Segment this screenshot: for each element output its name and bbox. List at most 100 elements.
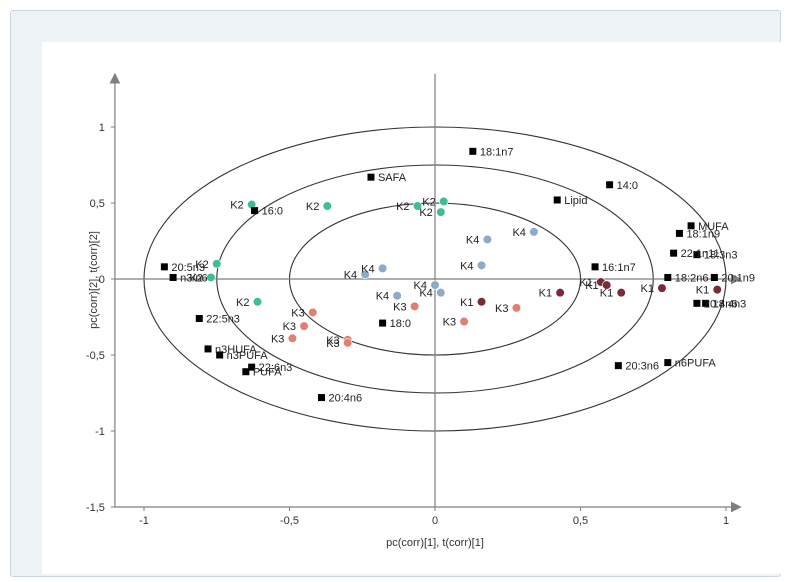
observation-point [252, 297, 263, 307]
observation-point [436, 207, 446, 217]
variable-label: 20:4n6 [704, 298, 738, 310]
variable-label: 16:1n7 [602, 262, 636, 274]
observation-point [212, 259, 222, 269]
observation-label: K1 [641, 283, 654, 295]
variable-point [675, 229, 683, 237]
y-tick-label: 0 [99, 274, 105, 286]
observation-label: K3 [393, 301, 406, 313]
variable-label: 18:1n9 [686, 228, 720, 240]
variable-label: MUFA [698, 221, 729, 233]
variable-point [251, 207, 259, 215]
observation-label: K1 [696, 285, 709, 297]
observation-point [511, 303, 522, 313]
variable-label: 18:2n6 [675, 272, 709, 284]
y-tick-label: 1 [99, 122, 105, 134]
observation-label: K3 [443, 317, 456, 329]
variable-point [710, 273, 718, 281]
variable-label: 22:5n3 [206, 314, 240, 326]
observation-label: K4 [414, 280, 427, 292]
variable-point [693, 251, 701, 259]
observation-point [476, 260, 487, 270]
observation-point [360, 269, 370, 280]
variable-point [318, 394, 326, 402]
observation-label: K1 [460, 297, 473, 309]
y-tick-label: -1 [95, 426, 105, 438]
variable-point [664, 359, 672, 367]
variable-point [702, 299, 710, 307]
variable-point [195, 315, 203, 323]
x-axis-title: pc(corr)[1], t(corr)[1] [386, 537, 484, 549]
observation-label: K3 [283, 321, 296, 333]
observation-label: K4 [466, 234, 479, 246]
observation-label: K3 [495, 303, 508, 315]
observation-label: K4 [361, 263, 374, 275]
observation-point [412, 201, 423, 211]
variable-point [606, 181, 614, 189]
figure-frame [10, 10, 791, 577]
axes [109, 72, 742, 513]
observation-label: K2 [422, 196, 435, 208]
observation-label: K3 [291, 307, 304, 319]
y-tick-label: 0,5 [90, 198, 105, 210]
variable-label: 22:1n11 [681, 248, 720, 260]
observation-point [410, 301, 420, 311]
observation-point [378, 263, 388, 273]
variable-label: PUFA [253, 367, 282, 379]
observation-point [476, 297, 487, 307]
observation-point [392, 291, 402, 301]
variable-label: 18:0 [390, 318, 411, 330]
observation-point [602, 280, 612, 290]
observation-point [616, 288, 626, 298]
variable-point [687, 222, 695, 230]
variable-point [553, 196, 561, 204]
variable-point [664, 273, 672, 281]
observation-label: K2 [189, 272, 202, 284]
variable-label: 16:0 [262, 206, 283, 218]
variable-point [614, 362, 622, 370]
variable-label: 20:1n9 [721, 272, 755, 284]
observation-label: K2 [230, 200, 243, 212]
observation-label: K3 [271, 333, 284, 345]
observation-label: K3 [326, 335, 339, 347]
observation-point [657, 283, 667, 293]
observation-point [439, 196, 449, 207]
variable-label: n6PUFA [675, 358, 717, 370]
variable-label: n3PUFA [227, 350, 269, 362]
variable-label: 20:4n6 [329, 393, 363, 405]
observation-label: K4 [419, 288, 432, 300]
observation-point [430, 280, 440, 290]
variable-point [693, 299, 701, 307]
observation-label: K2 [236, 297, 249, 309]
observation-label: K4 [344, 269, 357, 281]
observation-label: K2 [419, 207, 432, 219]
x-tick-label: 0 [432, 515, 438, 527]
variable-label: 20:5n3 [171, 262, 205, 274]
observation-point [436, 288, 446, 298]
variable-point [379, 319, 387, 327]
observation-point [206, 272, 216, 283]
observation-label: K2 [396, 201, 409, 213]
observation-label: K3 [326, 338, 339, 350]
observation-label: K2 [195, 259, 208, 271]
variable-point [216, 351, 224, 359]
x-tick-label: 1 [723, 515, 729, 527]
tick-labels: -1 -0,5 0 0,5 1 1 0,5 0 -0,5 -1 -1,5 [86, 122, 729, 527]
markers [160, 147, 722, 402]
variable-label: n3/n6 [180, 272, 208, 284]
variable-label: 18:1n7 [480, 146, 514, 158]
variable-label: n3HUFA [215, 344, 257, 356]
variable-label: SAFA [378, 172, 407, 184]
x-tick-label: -1 [139, 515, 149, 527]
variable-point [591, 263, 599, 271]
observation-point [299, 321, 309, 331]
variable-point [160, 263, 168, 271]
observation-label: K1 [539, 288, 552, 300]
variable-point [204, 345, 212, 353]
observation-point [712, 285, 722, 295]
observation-point [555, 288, 565, 298]
observation-label: K1 [585, 280, 598, 292]
observation-label: K1 [600, 288, 613, 300]
variable-label: 20:3n6 [625, 361, 659, 373]
